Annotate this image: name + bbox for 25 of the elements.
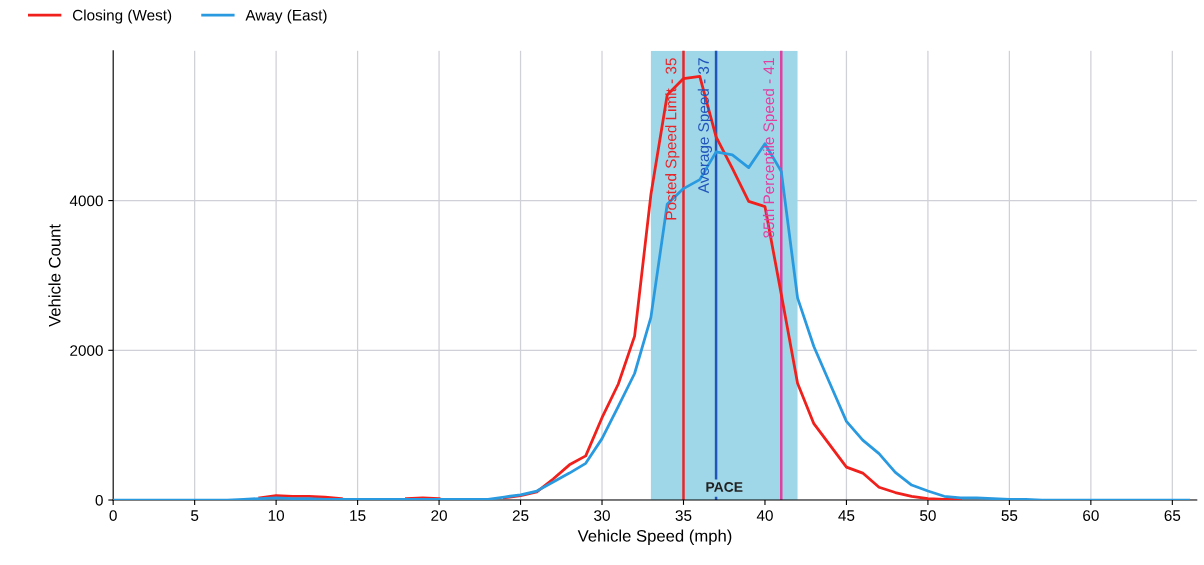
y-tick-label: 0 <box>95 494 103 506</box>
x-tick-label: 5 <box>191 510 199 521</box>
y-tick-label: 2000 <box>70 345 103 356</box>
x-tick-label: 20 <box>431 510 447 521</box>
legend-label: Away (East) <box>245 9 327 24</box>
y-tick-label: 4000 <box>69 195 103 207</box>
x-tick-label: 10 <box>268 510 285 521</box>
legend-label: Closing (West) <box>72 9 172 24</box>
x-tick-label: 25 <box>512 510 529 521</box>
x-tick-label: 15 <box>350 510 366 521</box>
ref-line-label: Posted Speed Limit - 35 <box>665 58 680 220</box>
x-tick-label: 60 <box>1083 510 1099 521</box>
x-tick-label: 35 <box>675 510 692 521</box>
x-tick-label: 65 <box>1164 510 1181 521</box>
x-tick-label: 0 <box>109 510 117 521</box>
x-axis-title: Vehicle Speed (mph) <box>577 529 732 546</box>
ref-line-label: Average Speed - 37 <box>697 58 713 194</box>
x-tick-label: 50 <box>920 510 936 521</box>
band-label: PACE <box>706 482 743 492</box>
x-tick-label: 45 <box>838 510 855 521</box>
ref-line-label: 85th Percentile Speed - 41 <box>762 58 778 238</box>
x-tick-label: 40 <box>756 510 773 521</box>
x-tick-label: 55 <box>1001 510 1018 521</box>
x-tick-label: 30 <box>594 510 610 521</box>
y-axis-title: Vehicle Count <box>48 224 61 327</box>
